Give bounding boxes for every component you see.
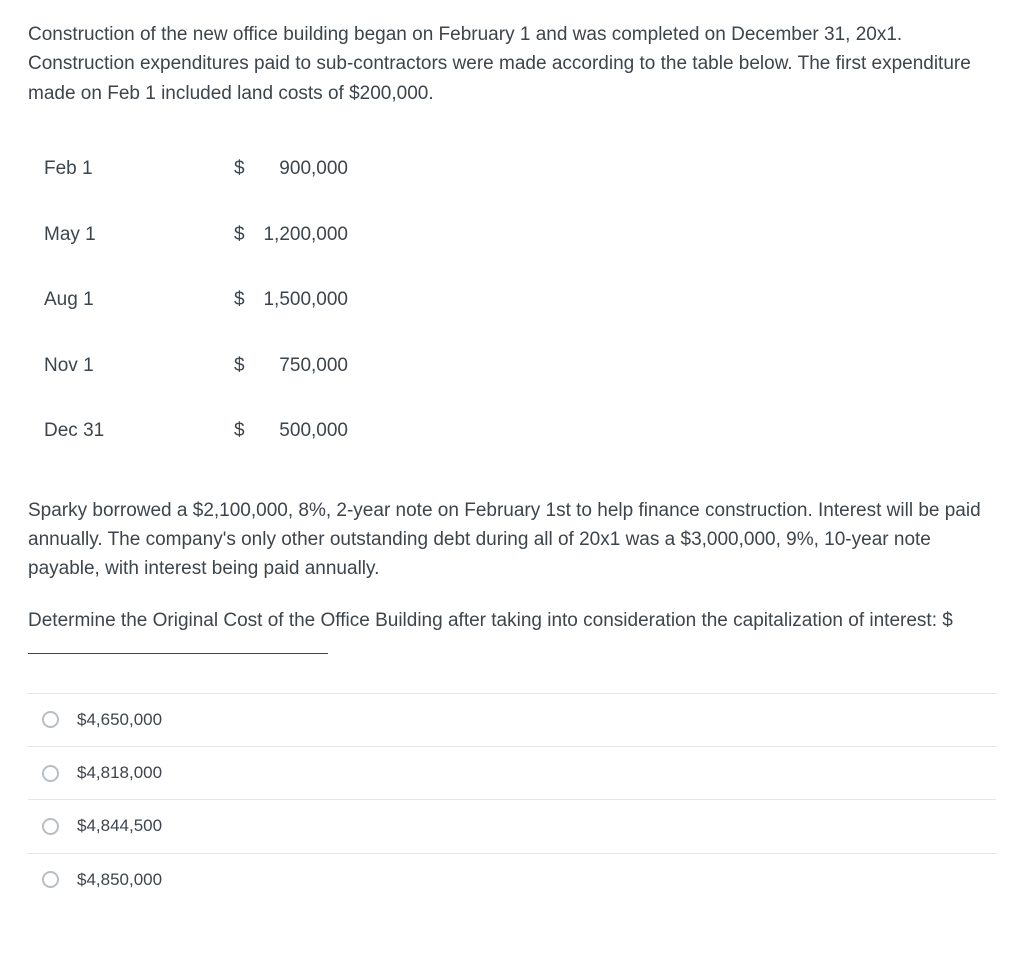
option-row[interactable]: $4,650,000 [28, 693, 996, 746]
amount-value: 500,000 [250, 416, 348, 445]
option-row[interactable]: $4,844,500 [28, 799, 996, 852]
expenditure-date: Aug 1 [44, 285, 234, 314]
expenditure-amount: $ 500,000 [234, 416, 348, 445]
radio-icon[interactable] [42, 871, 59, 888]
option-label: $4,850,000 [77, 867, 162, 893]
answer-options: $4,650,000 $4,818,000 $4,844,500 $4,850,… [28, 693, 996, 906]
option-row[interactable]: $4,850,000 [28, 853, 996, 906]
table-row: Nov 1 $ 750,000 [44, 333, 996, 398]
radio-icon[interactable] [42, 765, 59, 782]
option-row[interactable]: $4,818,000 [28, 746, 996, 799]
table-row: Aug 1 $ 1,500,000 [44, 267, 996, 332]
dollar-sign: $ [234, 416, 250, 445]
narrative-paragraph: Sparky borrowed a $2,100,000, 8%, 2-year… [28, 496, 996, 584]
amount-value: 750,000 [250, 351, 348, 380]
answer-blank [28, 653, 328, 654]
expenditure-amount: $ 1,500,000 [234, 285, 348, 314]
expenditure-date: Nov 1 [44, 351, 234, 380]
radio-icon[interactable] [42, 818, 59, 835]
amount-value: 900,000 [250, 154, 348, 183]
expenditure-amount: $ 750,000 [234, 351, 348, 380]
dollar-sign: $ [234, 220, 250, 249]
radio-icon[interactable] [42, 711, 59, 728]
option-label: $4,844,500 [77, 813, 162, 839]
table-row: Dec 31 $ 500,000 [44, 398, 996, 463]
expenditure-date: Dec 31 [44, 416, 234, 445]
option-label: $4,650,000 [77, 707, 162, 733]
option-label: $4,818,000 [77, 760, 162, 786]
expenditure-date: Feb 1 [44, 154, 234, 183]
dollar-sign: $ [234, 351, 250, 380]
expenditure-amount: $ 1,200,000 [234, 220, 348, 249]
dollar-sign: $ [234, 285, 250, 314]
dollar-sign: $ [234, 154, 250, 183]
question-prompt: Determine the Original Cost of the Offic… [28, 606, 996, 665]
table-row: Feb 1 $ 900,000 [44, 136, 996, 201]
table-row: May 1 $ 1,200,000 [44, 202, 996, 267]
expenditure-table: Feb 1 $ 900,000 May 1 $ 1,200,000 Aug 1 … [44, 136, 996, 463]
question-text: Determine the Original Cost of the Offic… [28, 610, 953, 631]
expenditure-amount: $ 900,000 [234, 154, 348, 183]
expenditure-date: May 1 [44, 220, 234, 249]
amount-value: 1,200,000 [250, 220, 348, 249]
intro-paragraph: Construction of the new office building … [28, 20, 996, 108]
amount-value: 1,500,000 [250, 285, 348, 314]
